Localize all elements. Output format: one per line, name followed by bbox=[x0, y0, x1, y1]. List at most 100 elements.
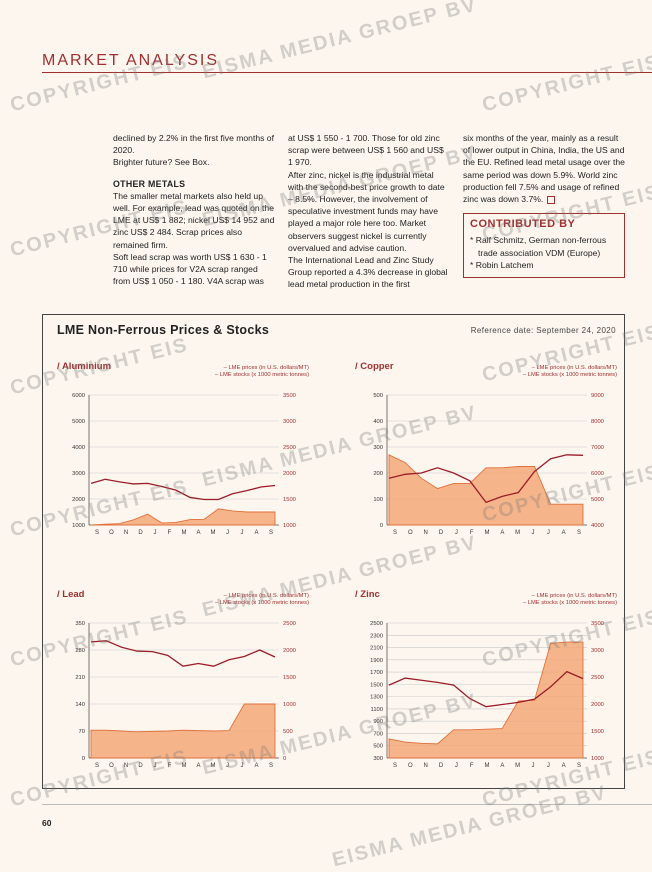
x-tick-label: J bbox=[154, 763, 157, 769]
x-tick-label: S bbox=[269, 530, 273, 536]
panel-title-text: Zinc bbox=[360, 589, 380, 600]
legend: – LME prices (in U.S. dollars/MT) – LME s… bbox=[215, 365, 309, 379]
x-tick-label: O bbox=[408, 763, 413, 769]
legend-prices: – LME prices (in U.S. dollars/MT) bbox=[223, 593, 309, 599]
legend: – LME prices (in U.S. dollars/MT) – LME s… bbox=[523, 593, 617, 607]
paragraph-text: six months of the year, mainly as a resu… bbox=[463, 133, 625, 205]
y-left-tick-label: 350 bbox=[75, 621, 85, 627]
x-tick-label: M bbox=[485, 530, 490, 536]
y-left-tick-label: 1500 bbox=[370, 682, 383, 688]
reference-date: Reference date: September 24, 2020 bbox=[470, 326, 616, 335]
y-right-tick-label: 2000 bbox=[283, 648, 296, 654]
y-left-tick-label: 1700 bbox=[370, 670, 383, 676]
paragraph: Brighter future? See Box. bbox=[113, 157, 210, 168]
x-tick-label: M bbox=[515, 763, 520, 769]
chart-box: LME Non-Ferrous Prices & Stocks Referenc… bbox=[42, 314, 625, 789]
legend: – LME prices (in U.S. dollars/MT) – LME s… bbox=[523, 365, 617, 379]
y-left-tick-label: 500 bbox=[373, 393, 383, 399]
chart-zinc: 300 500 700 900 1100 1300 1500 1700 1900 2100 2300… bbox=[370, 621, 604, 769]
x-tick-label: S bbox=[393, 530, 397, 536]
legend-stocks: – LME stocks (x 1000 metric tonnes) bbox=[522, 372, 617, 378]
x-tick-label: A bbox=[196, 530, 200, 536]
panel-title: / Copper bbox=[355, 361, 394, 372]
x-tick-label: F bbox=[168, 530, 172, 536]
y-right-tick-label: 4000 bbox=[591, 523, 604, 529]
panel-title-text: Copper bbox=[360, 361, 394, 372]
y-left-tick-label: 1300 bbox=[370, 695, 383, 701]
paragraph: The smaller metal markets also held up w… bbox=[113, 190, 275, 250]
y-left-tick-label: 5000 bbox=[72, 419, 85, 425]
contributed-title: CONTRIBUTED BY bbox=[470, 218, 576, 231]
x-tick-label: J bbox=[241, 530, 244, 536]
y-left-tick-label: 1900 bbox=[370, 658, 383, 664]
paragraph: After zinc, nickel is the industrial met… bbox=[288, 169, 445, 253]
x-tick-label: N bbox=[124, 763, 128, 769]
x-tick-label: D bbox=[439, 763, 444, 769]
stocks-area bbox=[90, 703, 276, 759]
x-tick-label: S bbox=[269, 763, 273, 769]
legend-prices: – LME prices (in U.S. dollars/MT) bbox=[531, 365, 617, 371]
x-tick-label: A bbox=[562, 530, 566, 536]
header-rule bbox=[42, 72, 652, 73]
y-right-tick-label: 3000 bbox=[591, 648, 604, 654]
y-left-tick-label: 4000 bbox=[72, 445, 85, 451]
y-right-tick-label: 3500 bbox=[591, 621, 604, 627]
text-column-2: at US$ 1 550 - 1 700. Those for old zinc… bbox=[288, 132, 450, 291]
stocks-area bbox=[90, 508, 276, 526]
paragraph: Soft lead scrap was worth US$ 1 630 - 1 … bbox=[113, 251, 267, 287]
y-left-tick-label: 6000 bbox=[72, 393, 85, 399]
legend-stocks: – LME stocks (x 1000 metric tonnes) bbox=[214, 372, 309, 378]
x-tick-label: J bbox=[241, 763, 244, 769]
y-left-tick-label: 700 bbox=[373, 731, 383, 737]
x-tick-label: M bbox=[211, 530, 216, 536]
y-left-tick-label: 280 bbox=[75, 648, 85, 654]
y-left-tick-label: 2000 bbox=[72, 497, 85, 503]
x-tick-label: N bbox=[423, 530, 427, 536]
price-line bbox=[90, 478, 276, 501]
legend-stocks: – LME stocks (x 1000 metric tonnes) bbox=[214, 600, 309, 606]
y-right-tick-label: 3500 bbox=[283, 393, 296, 399]
y-right-tick-label: 2000 bbox=[283, 471, 296, 477]
x-tick-label: M bbox=[182, 763, 187, 769]
x-tick-label: A bbox=[500, 763, 504, 769]
y-right-tick-label: 2500 bbox=[591, 675, 604, 681]
panel-title: / Zinc bbox=[355, 589, 380, 600]
x-tick-label: S bbox=[95, 530, 99, 536]
y-right-tick-label: 8000 bbox=[591, 419, 604, 425]
y-left-tick-label: 1000 bbox=[72, 523, 85, 529]
x-tick-label: F bbox=[168, 763, 172, 769]
y-left-tick-label: 300 bbox=[373, 445, 383, 451]
stocks-area bbox=[388, 641, 584, 759]
watermark-brand: EISMA MEDIA GROEP BV bbox=[330, 781, 610, 872]
x-tick-label: S bbox=[95, 763, 99, 769]
text-column-1: declined by 2.2% in the first five month… bbox=[113, 132, 277, 287]
x-tick-label: A bbox=[562, 763, 566, 769]
y-right-tick-label: 1000 bbox=[591, 756, 604, 762]
y-left-tick-label: 500 bbox=[373, 744, 383, 750]
price-line bbox=[90, 640, 276, 667]
y-left-tick-label: 200 bbox=[373, 471, 383, 477]
x-tick-label: D bbox=[439, 530, 444, 536]
chart-lead: 0 70 140 210 280 350 0 500 1000 1500 2000 2500 S O N D J… bbox=[75, 621, 296, 769]
y-right-tick-label: 2500 bbox=[283, 621, 296, 627]
panel-copper: / Copper – LME prices (in U.S. dollars/M… bbox=[355, 361, 617, 541]
x-tick-label: A bbox=[196, 763, 200, 769]
y-left-tick-label: 140 bbox=[75, 702, 85, 708]
y-left-tick-label: 2300 bbox=[370, 633, 383, 639]
y-right-tick-label: 2000 bbox=[591, 702, 604, 708]
x-tick-label: A bbox=[254, 763, 258, 769]
panel-aluminium: / Aluminium – LME prices (in U.S. dollar… bbox=[57, 361, 309, 541]
y-right-tick-label: 1500 bbox=[283, 675, 296, 681]
section-header: MARKET ANALYSIS bbox=[42, 52, 220, 69]
panel-title-text: Aluminium bbox=[61, 361, 112, 372]
panel-lead: / Lead – LME prices (in U.S. dollars/MT)… bbox=[57, 589, 309, 774]
x-tick-label: J bbox=[547, 763, 550, 769]
y-right-tick-label: 6000 bbox=[591, 471, 604, 477]
chart-box-title: LME Non-Ferrous Prices & Stocks bbox=[57, 323, 270, 337]
legend-prices: – LME prices (in U.S. dollars/MT) bbox=[531, 593, 617, 599]
x-tick-label: M bbox=[182, 530, 187, 536]
y-left-tick-label: 300 bbox=[373, 756, 383, 762]
footer-rule bbox=[42, 804, 652, 805]
y-left-tick-label: 400 bbox=[373, 419, 383, 425]
contributor-item: * Ralf Schmitz, German non-ferrous trade… bbox=[470, 235, 607, 258]
